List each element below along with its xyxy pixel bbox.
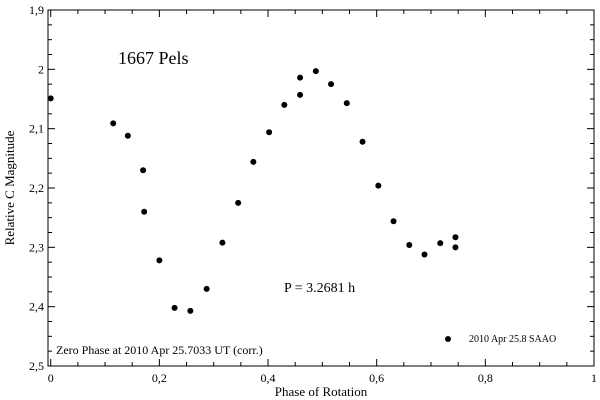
data-point [187,307,194,314]
y-tick-label: 2,2 [29,181,44,195]
y-tick-label: 2,3 [29,240,44,254]
legend-marker [445,336,451,342]
y-axis-ticks: 1,9 2 2,1 2,2 2,3 2,4 2,5 [29,3,594,373]
data-point [281,101,288,108]
x-tick-label: 0 [48,371,54,385]
data-point [375,182,382,189]
data-point [452,244,459,251]
data-point [266,129,273,136]
x-tick-label: 0,4 [261,371,276,385]
x-axis-ticks: 0 0,2 0,4 0,6 0,8 1 [48,10,597,385]
data-point [359,138,366,145]
x-tick-label: 0,2 [152,371,167,385]
data-point [140,167,147,174]
data-point [219,239,226,246]
y-axis-label: Relative C Magnitude [2,130,17,245]
data-point [235,199,242,206]
x-tick-label: 1 [591,371,597,385]
y-tick-label: 2,1 [29,122,44,136]
data-point [390,218,397,225]
data-point [141,208,148,215]
x-axis-label: Phase of Rotation [275,384,368,399]
data-point [203,285,210,292]
data-point [312,68,319,75]
data-point [171,304,178,311]
data-point [124,132,131,139]
data-point [250,158,257,165]
chart-title: 1667 Pels [118,48,189,68]
y-tick-label: 1,9 [29,3,44,17]
data-points [47,68,459,314]
data-point [406,241,413,248]
data-point [47,95,54,102]
y-tick-label: 2,5 [29,359,44,373]
data-point [297,91,304,98]
zero-phase-annotation: Zero Phase at 2010 Apr 25.7033 UT (corr.… [56,343,263,357]
y-tick-label: 2,4 [29,300,44,314]
data-point [328,81,335,88]
data-point [421,251,428,258]
data-point [156,257,163,264]
legend-label: 2010 Apr 25.8 SAAO [469,334,556,345]
x-tick-label: 0,6 [369,371,384,385]
period-annotation: P = 3.2681 h [284,281,355,296]
y-tick-label: 2 [38,62,44,76]
data-point [437,240,444,247]
data-point [343,100,350,107]
data-point [110,120,117,127]
data-point [297,74,304,81]
data-point [452,234,459,241]
x-tick-label: 0,8 [478,371,493,385]
